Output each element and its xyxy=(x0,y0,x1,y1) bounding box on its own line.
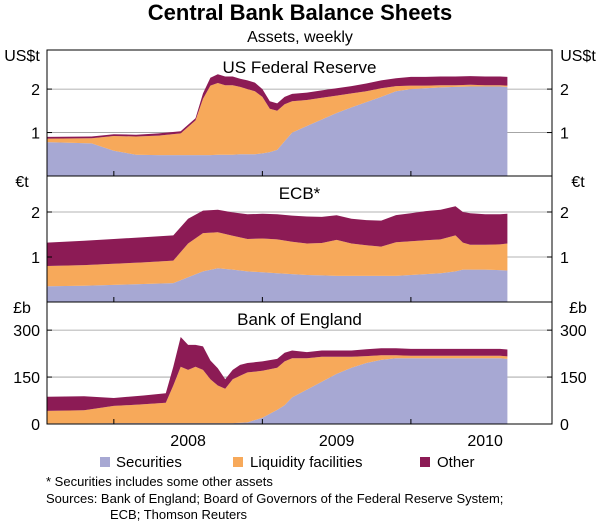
panel-title-fed: US Federal Reserve xyxy=(222,58,376,77)
legend-swatch-other xyxy=(420,457,430,467)
ytick-left-fed-2: 2 xyxy=(31,82,40,99)
ytick-right-fed-1: 1 xyxy=(560,126,569,143)
legend: Securities Liquidity facilities Other xyxy=(100,454,475,471)
xtick-label-2010: 2010 xyxy=(467,433,503,450)
legend-swatch-liquidity xyxy=(233,457,243,467)
ytick-right-boe-1: 150 xyxy=(560,370,587,387)
area-ecb-other xyxy=(47,206,508,266)
ytick-left-boe-1: 150 xyxy=(13,370,40,387)
ytick-right-fed-2: 2 xyxy=(560,82,569,99)
area-boe-other xyxy=(47,337,508,411)
area-ecb-liquidity xyxy=(47,232,508,287)
unit-right-ecb: €t xyxy=(571,174,585,191)
unit-left-ecb: €t xyxy=(15,174,29,191)
panel-title-ecb: ECB* xyxy=(279,184,321,203)
legend-swatch-securities xyxy=(100,457,110,467)
ytick-left-ecb-2: 2 xyxy=(31,205,40,222)
area-boe-securities xyxy=(47,358,508,424)
legend-label-liquidity: Liquidity facilities xyxy=(250,454,363,471)
panel-frame-boe xyxy=(46,301,553,425)
ytick-left-ecb-1: 1 xyxy=(31,250,40,267)
panel-fed: US Federal Reserve US$t US$t 1 1 2 2 xyxy=(4,48,596,177)
legend-label-securities: Securities xyxy=(116,454,182,471)
area-fed-other xyxy=(47,74,508,139)
xtick-label-2009: 2009 xyxy=(319,433,355,450)
area-fed-securities xyxy=(47,86,508,176)
footnote-securities: * Securities includes some other assets xyxy=(46,474,273,489)
ytick-right-ecb-1: 1 xyxy=(560,250,569,267)
ytick-left-boe-2: 300 xyxy=(13,323,40,340)
footnote-sources-cont: ECB; Thomson Reuters xyxy=(110,507,248,522)
ytick-right-boe-2: 300 xyxy=(560,323,587,340)
panel-boe: Bank of England £b £b 0 0 150 150 300 300 xyxy=(13,300,587,434)
ytick-left-boe-0: 0 xyxy=(31,417,40,434)
legend-label-other: Other xyxy=(437,454,475,471)
area-boe-liquidity xyxy=(47,355,508,424)
unit-right-fed: US$t xyxy=(560,48,596,65)
footnote-sources: Sources: Bank of England; Board of Gover… xyxy=(46,491,503,506)
unit-left-fed: US$t xyxy=(4,48,40,65)
plot-area: US Federal Reserve US$t US$t 1 1 2 2 ECB* €t €t 1 1… xyxy=(4,48,596,450)
chart-title: Central Bank Balance Sheets xyxy=(148,0,452,25)
area-ecb-securities xyxy=(47,268,508,302)
ytick-right-ecb-2: 2 xyxy=(560,205,569,222)
ytick-right-boe-0: 0 xyxy=(560,417,569,434)
xtick-label-2008: 2008 xyxy=(170,433,206,450)
panel-ecb: ECB* €t €t 1 1 2 2 xyxy=(15,174,585,303)
chart-subtitle: Assets, weekly xyxy=(247,29,353,46)
ytick-left-fed-1: 1 xyxy=(31,126,40,143)
area-fed-liquidity xyxy=(47,83,508,156)
unit-left-boe: £b xyxy=(13,300,31,317)
panel-title-boe: Bank of England xyxy=(237,310,362,329)
unit-right-boe: £b xyxy=(569,300,587,317)
